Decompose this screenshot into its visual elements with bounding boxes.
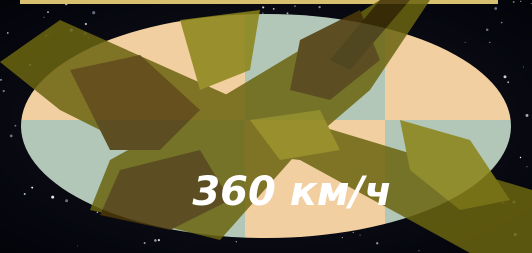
star — [85, 23, 87, 25]
star — [0, 79, 2, 81]
star — [47, 11, 49, 13]
star — [520, 157, 521, 158]
star — [262, 6, 264, 8]
star — [359, 234, 360, 235]
star — [262, 12, 263, 13]
star — [144, 242, 146, 244]
star — [77, 246, 78, 247]
star — [51, 196, 54, 199]
star — [353, 232, 354, 233]
star — [7, 32, 9, 34]
star — [418, 250, 419, 251]
star — [486, 28, 489, 31]
star — [3, 90, 5, 92]
star — [465, 42, 466, 43]
star — [520, 1, 521, 2]
star — [513, 1, 515, 3]
star — [526, 114, 529, 117]
star — [342, 237, 343, 238]
star — [97, 212, 99, 214]
star — [92, 11, 95, 14]
star — [236, 241, 237, 242]
star — [158, 239, 160, 241]
star — [287, 12, 289, 14]
star — [43, 17, 44, 18]
star — [507, 81, 509, 83]
star — [31, 187, 33, 189]
star — [10, 135, 13, 138]
star — [526, 166, 527, 167]
speed-label: 360 км/ч — [192, 169, 391, 215]
game-scene: 360 км/ч — [0, 0, 532, 253]
star — [294, 5, 296, 7]
star — [154, 239, 157, 242]
page: 360 км/ч (() => { const data = JSON.pars… — [0, 0, 532, 253]
star — [65, 199, 68, 202]
star — [24, 193, 26, 195]
star — [376, 242, 378, 244]
star — [494, 7, 497, 10]
star — [501, 22, 503, 24]
star — [489, 42, 490, 43]
star — [523, 67, 524, 68]
star — [14, 125, 16, 127]
star — [273, 8, 275, 10]
star — [504, 75, 507, 78]
star — [318, 6, 320, 8]
